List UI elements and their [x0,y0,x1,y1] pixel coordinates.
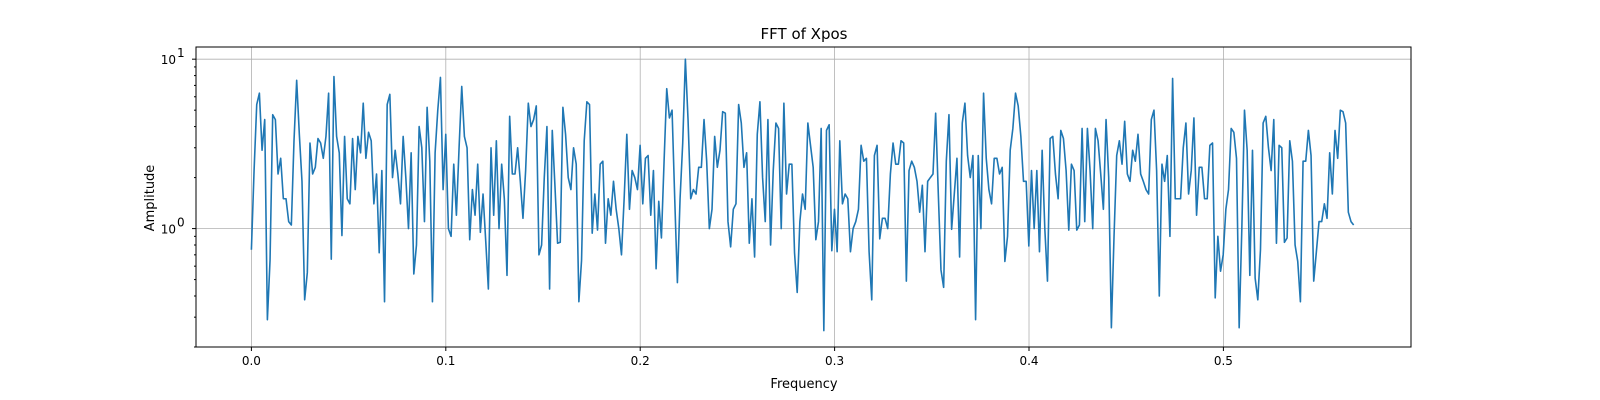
y-axis-label: Amplitude [143,165,158,232]
x-tick-label-0: 0.0 [242,354,261,368]
x-axis-label: Frequency [770,377,837,392]
x-tick-label-1: 0.1 [436,354,455,368]
x-tick-label-3: 0.3 [825,354,844,368]
y-tick-label-0: 10 [161,223,176,237]
x-axis-ticks: 0.0 0.1 0.2 0.3 0.4 0.5 [242,347,1233,368]
y-tick-label-1: 10 [161,53,176,67]
chart-title: FFT of Xpos [761,25,848,43]
series-layer [250,58,1355,332]
series-line-0 [250,58,1355,332]
plot-frame [195,46,1412,348]
x-tick-label-2: 0.2 [631,354,650,368]
y-tick-exponent-1: 1 [177,46,185,60]
x-tick-label-5: 0.5 [1214,354,1233,368]
grid-layer [196,47,1411,347]
x-tick-label-4: 0.4 [1019,354,1038,368]
y-tick-exponent-0: 0 [177,216,185,230]
